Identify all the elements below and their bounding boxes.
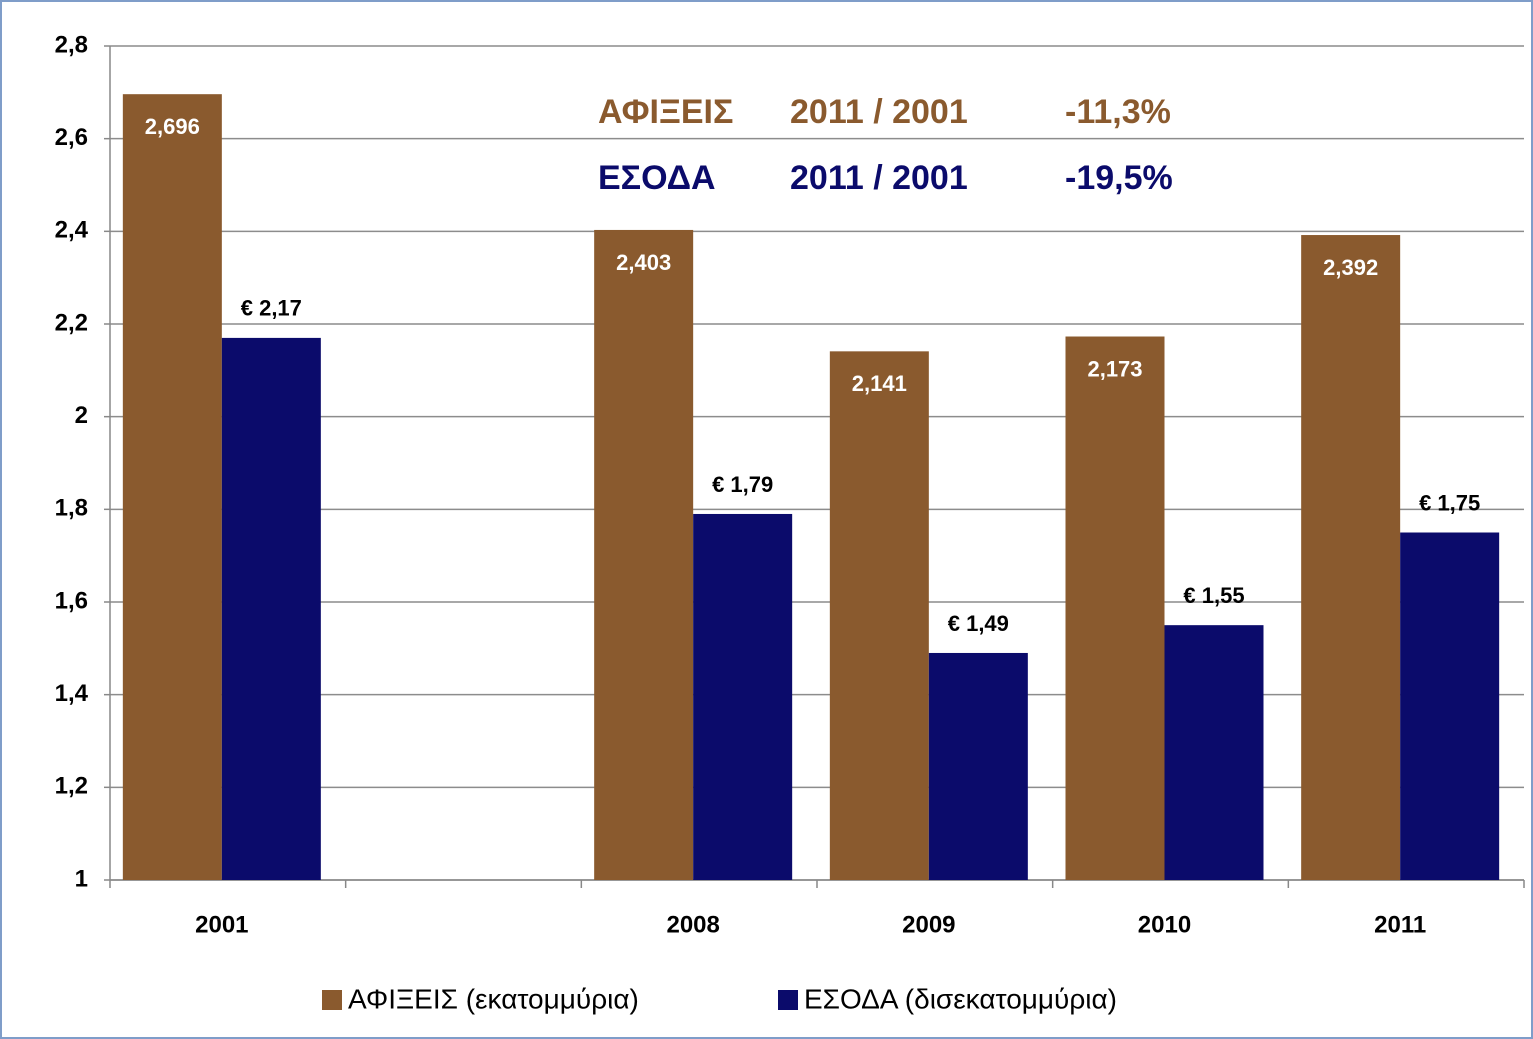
bar (1164, 625, 1264, 880)
y-tick-label: 1 (75, 865, 88, 892)
x-tick-label: 2009 (902, 911, 955, 938)
legend-swatch (778, 990, 798, 1010)
data-label: 2,392 (1323, 255, 1378, 280)
data-label: € 1,75 (1419, 490, 1480, 515)
bar (1301, 235, 1401, 881)
y-tick-label: 1,8 (55, 495, 88, 522)
bar (594, 229, 694, 880)
x-tick-label: 2001 (195, 911, 248, 938)
data-label: 2,403 (616, 250, 671, 275)
x-tick-label: 2011 (1374, 911, 1426, 938)
y-tick-label: 1,6 (55, 587, 88, 614)
bar (1065, 336, 1165, 880)
y-tick-label: 2 (75, 402, 88, 429)
bar (221, 337, 321, 880)
x-tick-label: 2008 (666, 911, 719, 938)
annotation: ΑΦΙΞΕΙΣ (598, 93, 733, 131)
data-label: € 1,55 (1183, 583, 1244, 608)
y-tick-label: 2,2 (55, 309, 88, 336)
y-tick-label: 1,2 (55, 773, 88, 800)
legend-label: ΑΦΙΞΕΙΣ (εκατομμύρια) (348, 983, 639, 1014)
legend-swatch (322, 990, 342, 1010)
bar (122, 94, 222, 881)
data-label: 2,173 (1087, 356, 1142, 381)
y-tick-label: 2,4 (55, 217, 89, 244)
y-tick-label: 1,4 (55, 680, 89, 707)
annotation: 2011 / 2001 (790, 93, 968, 131)
bar (1400, 532, 1500, 880)
bar (928, 652, 1028, 880)
data-label: € 2,17 (241, 296, 302, 321)
data-label: 2,696 (145, 114, 200, 139)
bar (693, 513, 793, 880)
data-label: 2,141 (852, 371, 907, 396)
annotation: -11,3% (1065, 93, 1171, 131)
annotation: 2011 / 2001 (790, 159, 968, 197)
legend-label: ΕΣΟΔΑ (δισεκατομμύρια) (804, 983, 1117, 1014)
y-tick-label: 2,8 (55, 31, 88, 58)
x-tick-label: 2010 (1138, 911, 1191, 938)
annotation: ΕΣΟΔΑ (598, 159, 716, 197)
y-tick-label: 2,6 (55, 124, 88, 151)
data-label: € 1,79 (712, 472, 773, 497)
data-label: € 1,49 (948, 611, 1009, 636)
annotation: -19,5% (1065, 159, 1173, 197)
bar (829, 351, 929, 880)
